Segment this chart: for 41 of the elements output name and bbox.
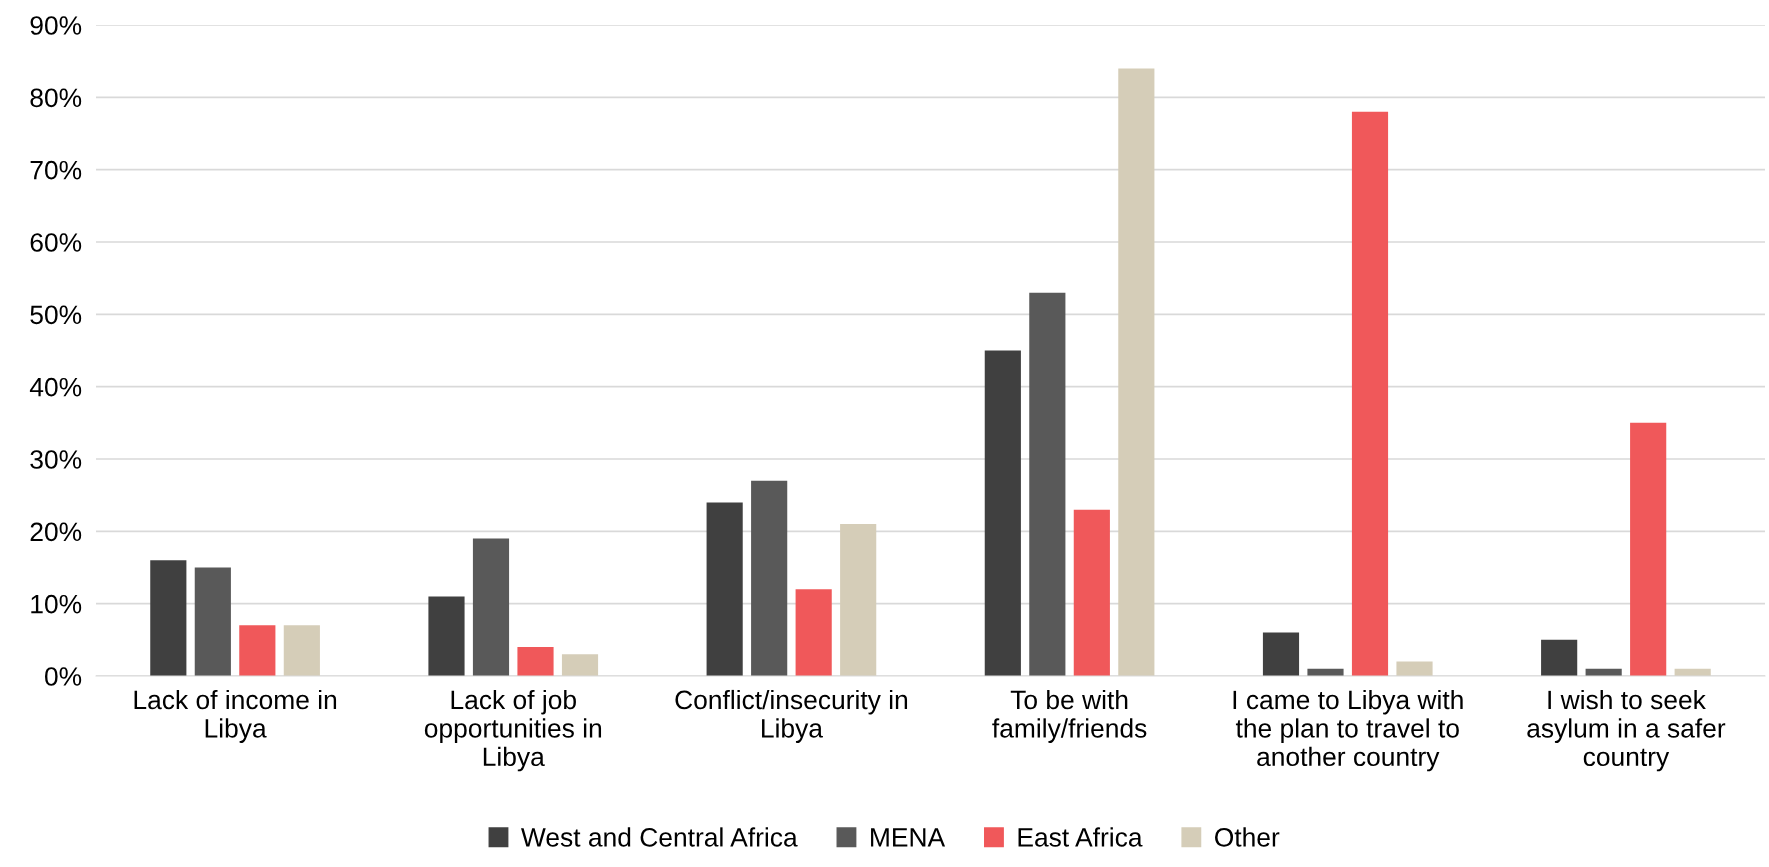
bar <box>1351 111 1389 676</box>
y-tick-label: 60% <box>30 233 82 252</box>
bar <box>840 524 877 676</box>
bar <box>984 350 1021 676</box>
bar <box>239 625 276 676</box>
bar <box>1262 632 1300 676</box>
x-tick-label: Conflict/insecurity in Libya <box>675 689 908 743</box>
y-tick-label: 50% <box>30 305 82 325</box>
bar <box>283 625 320 676</box>
x-tick-label: Lack of income in Libya <box>134 689 337 743</box>
legend-label: Other <box>1215 827 1280 847</box>
bar <box>751 480 788 676</box>
bar <box>1541 639 1578 676</box>
x-tick-label: To be with family/friends <box>992 689 1147 743</box>
bar <box>795 589 832 676</box>
x-tick-label: Lack of job opportunities in Libya <box>424 689 602 772</box>
bar <box>150 560 187 676</box>
x-tick-label: I wish to seek asylum in a safer country <box>1527 689 1726 772</box>
y-tick-label: 90% <box>30 16 82 35</box>
y-tick-label: 30% <box>30 450 82 469</box>
legend-label: East Africa <box>1018 827 1143 847</box>
bar <box>706 502 743 676</box>
bar <box>517 647 554 676</box>
bar <box>428 596 465 676</box>
bar <box>1029 292 1066 676</box>
bar <box>561 654 599 676</box>
bar <box>1073 509 1110 676</box>
legend-label: West and Central Africa <box>521 827 798 847</box>
y-tick-label: 40% <box>29 377 82 397</box>
bar <box>1630 422 1667 676</box>
y-tick-label: 70% <box>30 160 82 180</box>
bar <box>194 567 231 676</box>
y-tick-label: 20% <box>30 522 82 542</box>
y-tick-label: 0% <box>45 667 82 686</box>
x-tick-label: I came to Libya with the plan to travel to another country <box>1233 689 1463 772</box>
bar <box>1118 68 1155 676</box>
y-tick-label: 80% <box>30 88 82 108</box>
bar <box>472 538 510 676</box>
legend-label: MENA <box>871 828 946 847</box>
bar <box>1396 661 1433 676</box>
y-tick-label: 10% <box>31 594 82 614</box>
